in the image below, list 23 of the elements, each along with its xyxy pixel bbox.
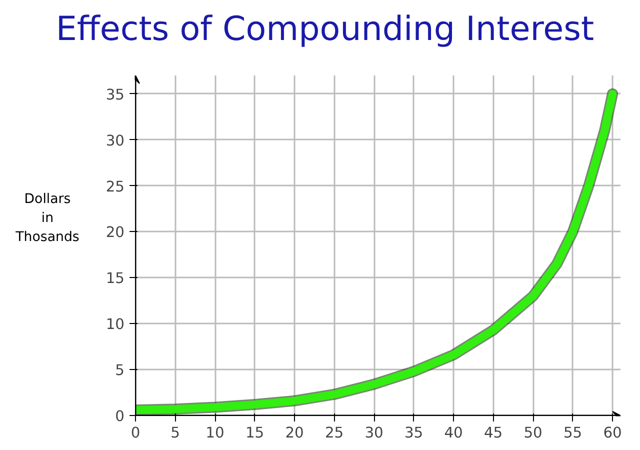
y-tick-label: 10 xyxy=(106,316,125,334)
x-tick-label: 45 xyxy=(484,424,503,442)
x-tick-label: 15 xyxy=(245,424,264,442)
x-tick-label: 40 xyxy=(444,424,463,442)
y-tick-label: 0 xyxy=(115,408,125,425)
x-tick-label: 60 xyxy=(603,424,622,442)
x-tick-label: 25 xyxy=(324,424,344,442)
y-tick-label: 20 xyxy=(106,224,125,242)
y-tick-label: 25 xyxy=(106,178,125,196)
y-tick-label: 35 xyxy=(106,86,125,104)
x-tick-label: 10 xyxy=(206,424,224,442)
chart-title: Effects of Compounding Interest xyxy=(56,8,594,50)
x-tick-label: 35 xyxy=(404,424,424,442)
x-tick-label: 0 xyxy=(130,424,140,442)
y-tick-label: 5 xyxy=(115,362,125,380)
y-tick-label: 15 xyxy=(106,270,125,288)
x-tick-label: 55 xyxy=(563,424,582,442)
y-axis-title: Dollars in Thosands xyxy=(16,191,80,248)
y-tick-label: 30 xyxy=(106,132,125,150)
x-tick-label: 50 xyxy=(524,424,542,442)
x-tick-label: 5 xyxy=(170,424,180,442)
x-tick-label: 30 xyxy=(364,424,384,442)
x-tick-label: 20 xyxy=(285,424,304,442)
